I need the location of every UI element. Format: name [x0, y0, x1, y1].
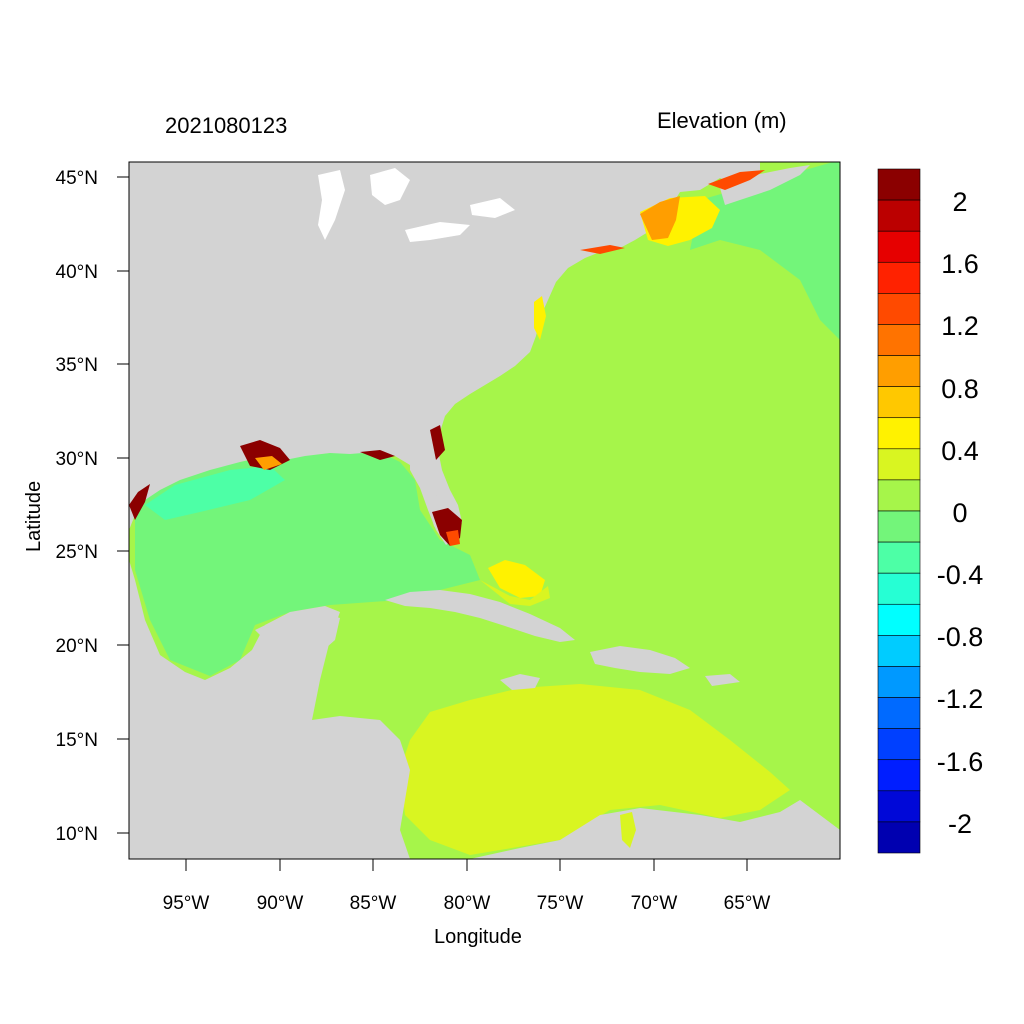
- x-axis: 95°W 90°W 85°W 80°W 75°W 70°W 65°W: [163, 859, 771, 914]
- colorbar-label: 0.8: [941, 374, 979, 404]
- x-tick-label: 75°W: [537, 893, 584, 914]
- colorbar-swatch: [877, 355, 921, 387]
- colorbar-label: -0.4: [937, 560, 984, 590]
- x-tick-label: 85°W: [350, 893, 397, 914]
- bahamas-surge-low: [480, 580, 550, 606]
- carolina-coast-surge: [430, 425, 445, 460]
- gulf-of-mexico-water: [135, 452, 480, 676]
- colorbar-swatch: [877, 666, 921, 698]
- map-area: [129, 162, 840, 859]
- gulf-shelf-water: [145, 466, 285, 520]
- florida-panhandle-surge: [360, 450, 395, 460]
- colorbar-swatch: [877, 603, 921, 636]
- colorbar-swatch: [877, 541, 921, 574]
- y-tick-label: 15°N: [56, 730, 98, 751]
- colorbar-label: -1.2: [937, 684, 984, 714]
- colorbar-swatch: [877, 821, 921, 854]
- colorbar-label: -0.8: [937, 622, 984, 652]
- colorbar-swatch: [877, 759, 921, 792]
- colorbar-swatch: [877, 790, 921, 823]
- north-america-land: [129, 162, 760, 542]
- great-lakes: [318, 168, 515, 242]
- colorbar-label: 1.6: [941, 249, 979, 279]
- x-axis-label: Longitude: [434, 926, 522, 948]
- colorbar-label: 0.4: [941, 436, 979, 466]
- lake-maracaibo: [620, 812, 636, 848]
- colorbar-swatch: [877, 448, 921, 481]
- y-tick-label: 30°N: [56, 449, 98, 470]
- colorbar-swatch: [877, 479, 921, 512]
- y-tick-label: 10°N: [56, 824, 98, 845]
- colorbar-swatch: [877, 697, 921, 729]
- y-tick-label: 35°N: [56, 355, 98, 376]
- colorbar-swatch: [877, 324, 921, 356]
- colorbar-label: 1.2: [941, 311, 979, 341]
- bahamas-surge: [488, 560, 545, 598]
- mexico-land: [129, 560, 410, 859]
- cuba-land: [385, 590, 575, 642]
- colorbar-label: 2: [952, 187, 967, 217]
- hispaniola-land: [590, 646, 690, 674]
- colorbar-label: -1.6: [937, 747, 984, 777]
- colorbar-swatch: [877, 635, 921, 667]
- colorbar-swatch: [877, 417, 921, 450]
- variable-title: Elevation (m): [657, 108, 787, 133]
- x-tick-label: 90°W: [257, 893, 304, 914]
- bay-of-fundy-surge: [708, 170, 765, 190]
- colorbar-swatch: [877, 230, 921, 263]
- x-tick-label: 95°W: [163, 893, 210, 914]
- y-tick-label: 45°N: [56, 168, 98, 189]
- colorbar-labels: 2 1.6 1.2 0.8 0.4 0 -0.4 -0.8 -1.2 -1.6 …: [937, 187, 984, 839]
- x-tick-label: 70°W: [631, 893, 678, 914]
- colorbar-swatch: [877, 386, 921, 419]
- map-frame: [128, 161, 841, 860]
- florida-tip-surge: [446, 530, 460, 546]
- y-tick-label: 20°N: [56, 636, 98, 657]
- colorbar-swatch: [877, 510, 921, 543]
- louisiana-surge-mid: [255, 456, 282, 470]
- chesapeake-surge: [534, 296, 546, 340]
- colorbar-swatch: [877, 199, 921, 232]
- northeast-offshore-water: [690, 162, 840, 340]
- nova-scotia-land: [720, 165, 810, 205]
- timestamp-title: 2021080123: [165, 113, 288, 138]
- colorbar-swatch: [877, 728, 921, 761]
- gulf-of-maine-surge-high: [640, 196, 680, 240]
- texas-coast-surge: [129, 484, 150, 520]
- y-tick-label: 25°N: [56, 542, 98, 563]
- colorbar: [877, 168, 921, 854]
- caribbean-water: [400, 684, 790, 855]
- colorbar-label: 0: [952, 498, 967, 528]
- jamaica-land: [500, 674, 540, 690]
- y-axis: 45°N 40°N 35°N 30°N 25°N 20°N 15°N 10°N: [56, 168, 129, 845]
- south-america-land: [470, 800, 840, 859]
- y-tick-label: 40°N: [56, 262, 98, 283]
- puerto-rico-land: [705, 674, 740, 686]
- colorbar-swatch: [877, 293, 921, 325]
- long-island-surge: [580, 245, 625, 254]
- colorbar-swatch: [877, 572, 921, 605]
- x-tick-label: 80°W: [444, 893, 491, 914]
- x-tick-label: 65°W: [724, 893, 771, 914]
- colorbar-swatch: [877, 261, 921, 294]
- yucatan-land: [255, 612, 340, 655]
- colorbar-label: -2: [948, 809, 972, 839]
- colorbar-swatch: [877, 168, 921, 201]
